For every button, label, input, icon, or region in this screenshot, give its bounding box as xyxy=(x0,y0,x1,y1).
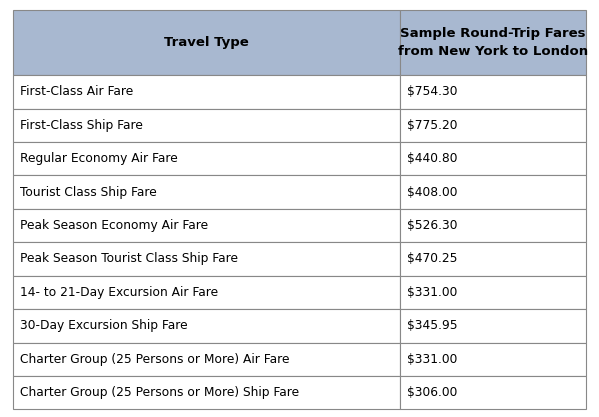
Text: $526.30: $526.30 xyxy=(407,219,458,232)
Text: First-Class Ship Fare: First-Class Ship Fare xyxy=(20,119,143,132)
Bar xyxy=(13,75,400,108)
Bar xyxy=(400,75,586,108)
Text: Tourist Class Ship Fare: Tourist Class Ship Fare xyxy=(20,186,157,198)
Bar xyxy=(13,376,400,409)
Text: $331.00: $331.00 xyxy=(407,286,457,299)
Bar xyxy=(13,209,400,242)
Bar xyxy=(400,276,586,309)
Text: $306.00: $306.00 xyxy=(407,386,457,399)
Text: Sample Round-Trip Fares
from New York to London: Sample Round-Trip Fares from New York to… xyxy=(398,27,588,58)
Text: $754.30: $754.30 xyxy=(407,85,458,98)
Text: 14- to 21-Day Excursion Air Fare: 14- to 21-Day Excursion Air Fare xyxy=(20,286,219,299)
Text: 30-Day Excursion Ship Fare: 30-Day Excursion Ship Fare xyxy=(20,319,188,332)
Text: $440.80: $440.80 xyxy=(407,152,458,165)
Text: Peak Season Tourist Class Ship Fare: Peak Season Tourist Class Ship Fare xyxy=(20,253,238,266)
Bar xyxy=(400,376,586,409)
Bar xyxy=(13,242,400,276)
Bar xyxy=(400,176,586,209)
Bar xyxy=(13,276,400,309)
Bar xyxy=(13,343,400,376)
Text: $331.00: $331.00 xyxy=(407,353,457,366)
Text: Regular Economy Air Fare: Regular Economy Air Fare xyxy=(20,152,178,165)
Bar xyxy=(400,242,586,276)
Text: $775.20: $775.20 xyxy=(407,119,458,132)
Bar xyxy=(400,142,586,176)
Bar xyxy=(400,209,586,242)
Text: $408.00: $408.00 xyxy=(407,186,458,198)
Bar xyxy=(13,176,400,209)
Text: $470.25: $470.25 xyxy=(407,253,458,266)
Bar xyxy=(400,10,586,75)
Bar xyxy=(13,10,400,75)
Bar xyxy=(400,108,586,142)
Text: Charter Group (25 Persons or More) Ship Fare: Charter Group (25 Persons or More) Ship … xyxy=(20,386,299,399)
Text: Charter Group (25 Persons or More) Air Fare: Charter Group (25 Persons or More) Air F… xyxy=(20,353,290,366)
Bar xyxy=(13,108,400,142)
Text: Peak Season Economy Air Fare: Peak Season Economy Air Fare xyxy=(20,219,208,232)
Text: $345.95: $345.95 xyxy=(407,319,458,332)
Bar xyxy=(13,309,400,343)
Text: First-Class Air Fare: First-Class Air Fare xyxy=(20,85,134,98)
Bar xyxy=(13,142,400,176)
Bar xyxy=(400,343,586,376)
Bar xyxy=(400,309,586,343)
Text: Travel Type: Travel Type xyxy=(164,36,249,49)
